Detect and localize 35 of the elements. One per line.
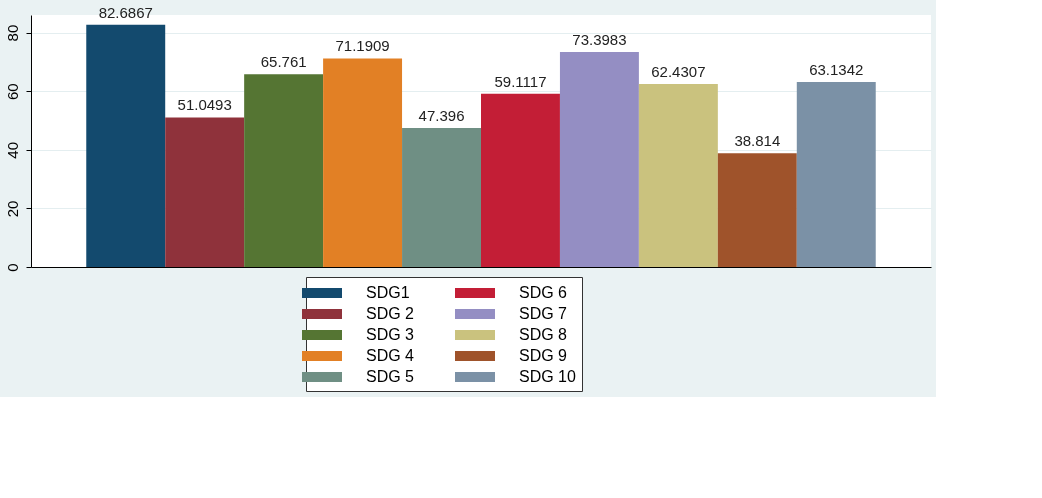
data-label: 63.1342	[809, 61, 864, 78]
data-label: 71.1909	[335, 37, 390, 55]
bar	[796, 82, 876, 267]
y-tick-label: 20	[3, 200, 21, 218]
data-label: 51.0493	[177, 96, 232, 114]
legend-label: SDG 10	[519, 368, 577, 385]
data-label: 82.6867	[98, 3, 153, 21]
y-tick-label: 80	[3, 24, 21, 42]
data-label: 73.3983	[572, 30, 627, 48]
legend-label: SDG 7	[519, 305, 568, 322]
legend-label: SDG 9	[519, 347, 568, 364]
bar	[559, 51, 639, 267]
data-label: 65.761	[260, 53, 307, 71]
legend-label: SDG 3	[366, 326, 415, 343]
bar	[86, 24, 166, 267]
legend-label: SDG 2	[366, 305, 415, 322]
bar	[323, 58, 403, 267]
y-tick-label: 40	[3, 141, 21, 159]
data-label: 62.4307	[651, 63, 706, 81]
bar	[717, 153, 797, 267]
bar	[481, 93, 560, 267]
data-label: 59.1117	[494, 72, 547, 90]
legend-label: SDG 5	[366, 368, 415, 385]
data-label: 38.814	[734, 132, 781, 150]
legend-label: SDG 6	[519, 284, 568, 301]
bar	[638, 84, 718, 267]
legend-label: SDG 8	[519, 326, 568, 343]
bar	[244, 74, 324, 267]
bar	[165, 117, 245, 267]
bar	[402, 128, 481, 267]
data-label: 47.396	[418, 107, 465, 125]
legend-label: SDG1	[366, 284, 410, 301]
legend-label: SDG 4	[366, 347, 415, 364]
y-tick-label: 0	[3, 263, 21, 272]
y-tick-label: 60	[3, 83, 21, 101]
